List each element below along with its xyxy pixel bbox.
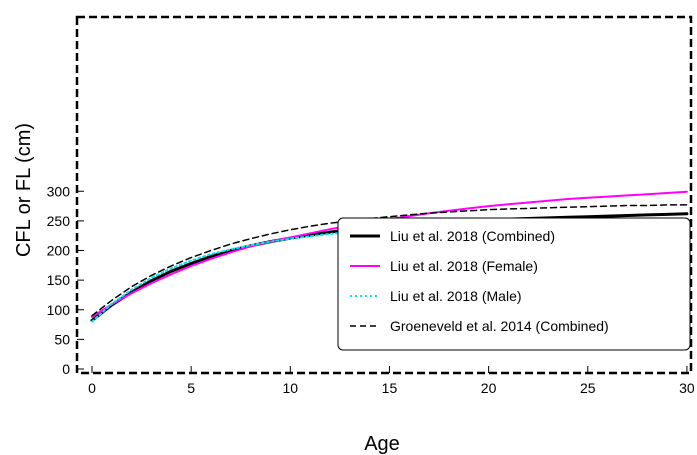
x-tick-label: 15 bbox=[382, 380, 398, 396]
y-tick-label: 100 bbox=[47, 302, 71, 318]
x-axis-title: Age bbox=[364, 433, 400, 455]
y-tick-label: 0 bbox=[62, 361, 70, 377]
y-tick-label: 150 bbox=[47, 272, 71, 288]
x-tick-label: 25 bbox=[580, 380, 596, 396]
y-tick-label: 200 bbox=[47, 243, 71, 259]
legend-label-3: Liu et al. 2018 (Male) bbox=[390, 288, 522, 304]
y-axis-title: CFL or FL (cm) bbox=[13, 123, 35, 257]
legend: Liu et al. 2018 (Combined) Liu et al. 201… bbox=[337, 217, 691, 351]
x-tick-label: 10 bbox=[283, 380, 299, 396]
y-tick-label: 250 bbox=[47, 213, 71, 229]
y-tick-label: 300 bbox=[47, 183, 71, 199]
x-tick-label: 0 bbox=[88, 380, 96, 396]
plot-frame bbox=[75, 15, 693, 375]
x-tick-label: 20 bbox=[481, 380, 497, 396]
legend-label-1: Liu et al. 2018 (Combined) bbox=[390, 228, 555, 244]
series-line-4 bbox=[91, 204, 688, 317]
x-tick-label: 30 bbox=[679, 380, 695, 396]
legend-label-4: Groeneveld et al. 2014 (Combined) bbox=[390, 318, 609, 334]
legend-label-2: Liu et al. 2018 (Female) bbox=[390, 258, 538, 274]
legend-box bbox=[337, 217, 691, 351]
x-tick-label: 5 bbox=[187, 380, 195, 396]
y-tick-label: 50 bbox=[54, 331, 70, 347]
